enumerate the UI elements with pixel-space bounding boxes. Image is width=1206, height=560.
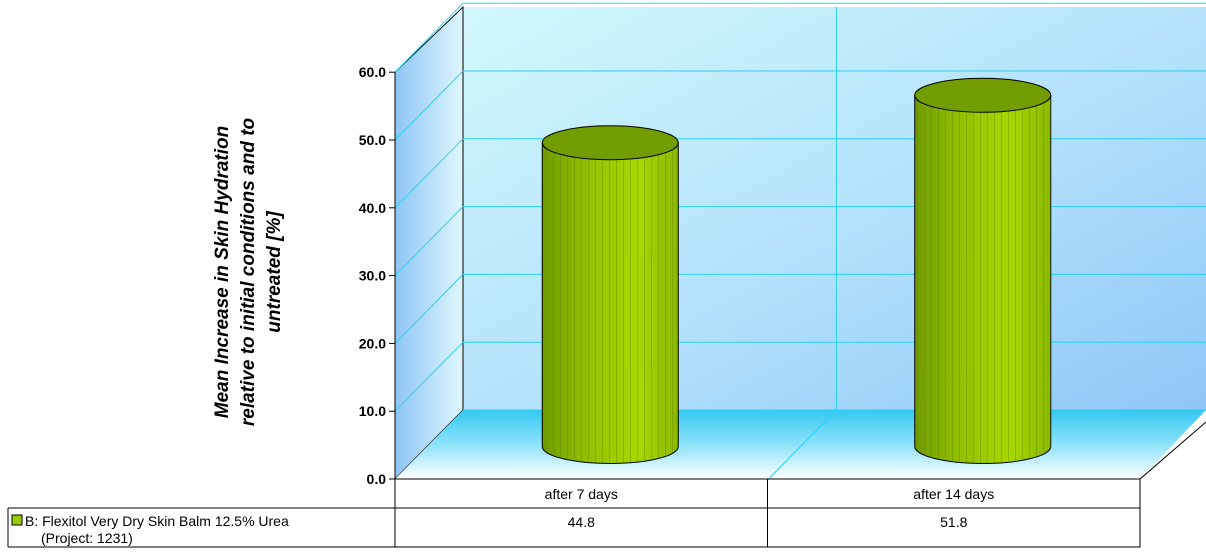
bar-top: [541, 125, 679, 161]
gridline-side: [394, 138, 464, 209]
x-tick-label: after 7 days: [545, 486, 618, 502]
plot-area: [394, 5, 1206, 481]
legend-label: B: Flexitol Very Dry Skin Balm 12.5% Ure…: [25, 513, 289, 529]
gridline-side: [394, 70, 464, 141]
category-divider-floor: [768, 409, 837, 480]
data-label: 44.8: [568, 514, 595, 530]
side-wall: [394, 5, 464, 481]
bar-top: [914, 77, 1052, 113]
gridline-side: [394, 206, 464, 276]
y-axis-title-line: relative to initial conditions and to: [238, 118, 259, 426]
gridline-side: [394, 341, 464, 412]
x-tick-label: after 14 days: [913, 486, 994, 502]
y-tick-label: 40.0: [359, 200, 386, 216]
bar: [541, 125, 679, 464]
gridline-side: [394, 274, 464, 344]
y-axis-title-line: untreated [%]: [264, 211, 285, 333]
y-tick-label: 10.0: [359, 403, 386, 419]
legend-label: (Project: 1231): [41, 530, 133, 546]
gridline-side: [394, 2, 464, 73]
floor-right-edge: [1139, 421, 1206, 480]
y-tick-label: 0.0: [367, 471, 387, 487]
bars: [541, 77, 1052, 464]
y-tick-label: 60.0: [359, 64, 386, 80]
y-tick-label: 30.0: [359, 268, 386, 284]
y-axis-title: Mean Increase in Skin Hydration relative …: [212, 118, 285, 426]
y-tick-label: 50.0: [359, 132, 386, 148]
data-table: after 7 days 44.8 after 14 days 51.8 B: Flex…: [7, 478, 1141, 548]
data-label: 51.8: [940, 514, 967, 530]
floor: [395, 410, 1206, 479]
bar-texture: [542, 142, 679, 464]
bar-texture: [914, 95, 1051, 464]
y-tick-label: 20.0: [359, 335, 386, 351]
bar: [914, 77, 1052, 464]
legend-swatch: [11, 514, 23, 526]
y-axis-title-line: Mean Increase in Skin Hydration: [212, 126, 233, 418]
